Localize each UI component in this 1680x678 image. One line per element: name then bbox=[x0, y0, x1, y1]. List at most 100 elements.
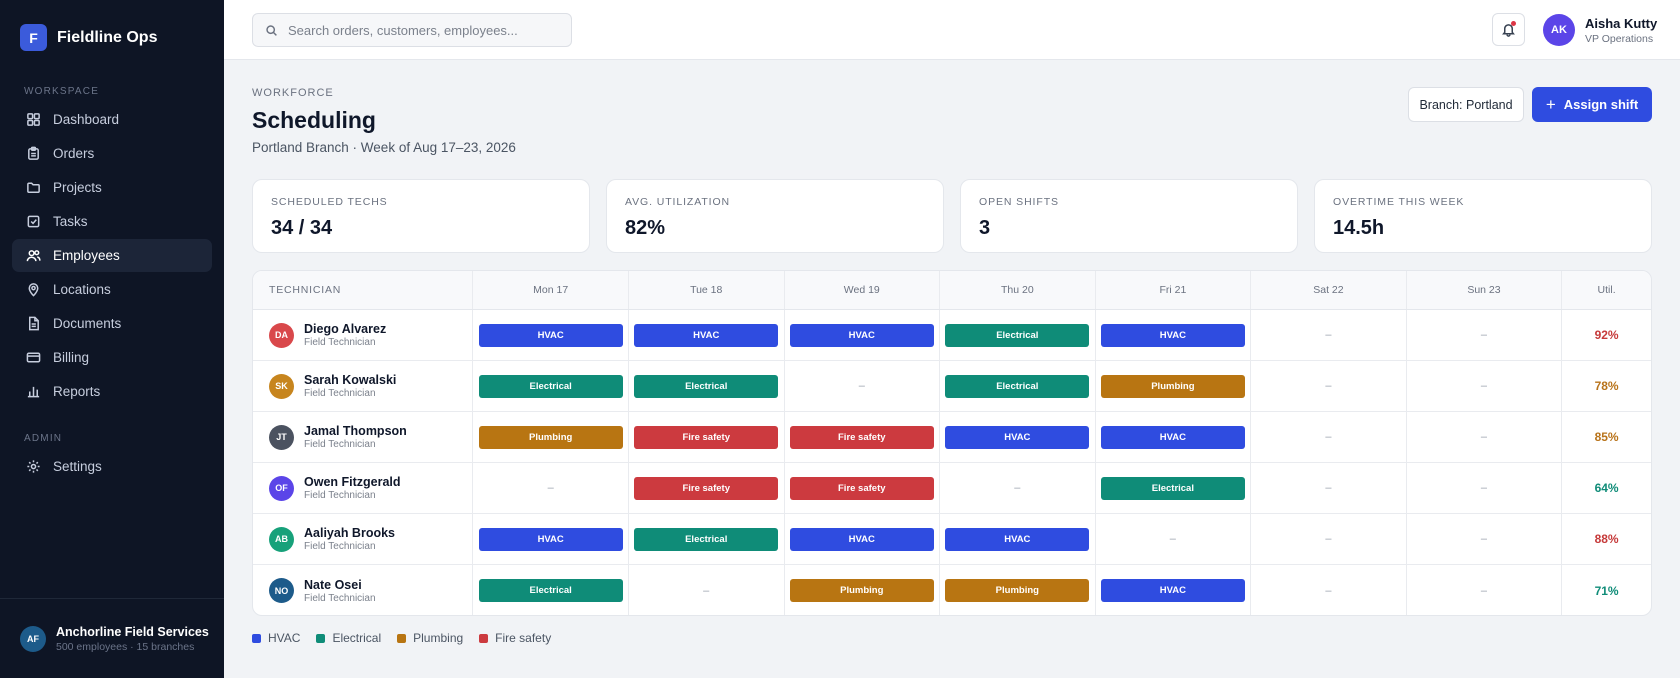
technician-cell[interactable]: OF Owen Fitzgerald Field Technician bbox=[253, 463, 474, 513]
technician-cell[interactable]: NO Nate Osei Field Technician bbox=[253, 565, 474, 615]
shift-chip-plumbing[interactable]: Plumbing bbox=[478, 425, 623, 449]
user-menu[interactable]: AK Aisha Kutty VP Operations bbox=[1543, 14, 1657, 46]
branch-select-button[interactable]: Branch: Portland bbox=[1408, 87, 1524, 122]
schedule-cell[interactable]: – bbox=[1251, 463, 1407, 513]
schedule-cell[interactable]: HVAC bbox=[473, 514, 629, 564]
schedule-cell[interactable]: – bbox=[1407, 463, 1563, 513]
column-header-technician: TECHNICIAN bbox=[253, 271, 474, 309]
schedule-cell[interactable]: HVAC bbox=[629, 310, 785, 360]
schedule-cell[interactable]: – bbox=[1407, 361, 1563, 411]
shift-chip-hvac[interactable]: HVAC bbox=[789, 323, 934, 347]
sidebar-item-documents[interactable]: Documents bbox=[12, 307, 212, 340]
schedule-cell[interactable]: Electrical bbox=[629, 514, 785, 564]
sidebar-item-employees[interactable]: Employees bbox=[12, 239, 212, 272]
sidebar-item-billing[interactable]: Billing bbox=[12, 341, 212, 374]
shift-chip-hvac[interactable]: HVAC bbox=[789, 527, 934, 551]
shift-chip-hvac[interactable]: HVAC bbox=[1100, 579, 1245, 602]
shift-chip-electrical[interactable]: Electrical bbox=[1100, 476, 1245, 500]
schedule-cell[interactable]: HVAC bbox=[1096, 310, 1252, 360]
shift-chip-electrical[interactable]: Electrical bbox=[478, 374, 623, 398]
shift-chip-fire-safety[interactable]: Fire safety bbox=[634, 425, 779, 449]
schedule-cell[interactable]: Electrical bbox=[473, 361, 629, 411]
schedule-cell[interactable]: – bbox=[1251, 310, 1407, 360]
technician-info: Owen Fitzgerald Field Technician bbox=[304, 475, 401, 501]
schedule-cell[interactable]: Fire safety bbox=[785, 463, 941, 513]
sidebar-item-reports[interactable]: Reports bbox=[12, 375, 212, 408]
schedule-cell[interactable]: – bbox=[940, 463, 1096, 513]
empty-shift: – bbox=[1325, 533, 1332, 545]
schedule-cell[interactable]: – bbox=[473, 463, 629, 513]
technician-cell[interactable]: JT Jamal Thompson Field Technician bbox=[253, 412, 474, 462]
brand-logo: F bbox=[20, 24, 47, 51]
shift-chip-fire-safety[interactable]: Fire safety bbox=[634, 476, 779, 500]
shift-chip-plumbing[interactable]: Plumbing bbox=[789, 579, 934, 602]
schedule-cell[interactable]: HVAC bbox=[940, 412, 1096, 462]
schedule-cell[interactable]: – bbox=[1251, 565, 1407, 615]
shift-chip-electrical[interactable]: Electrical bbox=[945, 323, 1090, 347]
schedule-cell[interactable]: Electrical bbox=[473, 565, 629, 615]
schedule-cell[interactable]: Fire safety bbox=[629, 412, 785, 462]
shift-chip-hvac[interactable]: HVAC bbox=[945, 425, 1090, 449]
utilization-cell: 88% bbox=[1562, 514, 1651, 564]
technician-cell[interactable]: AB Aaliyah Brooks Field Technician bbox=[253, 514, 474, 564]
schedule-cell[interactable]: Plumbing bbox=[940, 565, 1096, 615]
stat-card-utilization: AVG. UTILIZATION 82% bbox=[606, 179, 944, 253]
search-input[interactable] bbox=[288, 22, 558, 38]
shift-chip-electrical[interactable]: Electrical bbox=[634, 374, 779, 398]
sidebar-item-locations[interactable]: Locations bbox=[12, 273, 212, 306]
shift-chip-hvac[interactable]: HVAC bbox=[478, 323, 623, 347]
stat-card-open-shifts: OPEN SHIFTS 3 bbox=[960, 179, 1298, 253]
schedule-cell[interactable]: Plumbing bbox=[1096, 361, 1252, 411]
shift-chip-hvac[interactable]: HVAC bbox=[478, 527, 623, 551]
empty-shift: – bbox=[703, 584, 710, 597]
shift-chip-plumbing[interactable]: Plumbing bbox=[945, 579, 1090, 602]
schedule-cell[interactable]: Electrical bbox=[629, 361, 785, 411]
technician-cell[interactable]: SK Sarah Kowalski Field Technician bbox=[253, 361, 474, 411]
sidebar-item-dashboard[interactable]: Dashboard bbox=[12, 103, 212, 136]
schedule-cell[interactable]: Plumbing bbox=[785, 565, 941, 615]
schedule-cell[interactable]: HVAC bbox=[940, 514, 1096, 564]
org-switcher[interactable]: AF Anchorline Field Services 500 employe… bbox=[0, 598, 224, 678]
technician-role: Field Technician bbox=[304, 592, 376, 604]
brand[interactable]: F Fieldline Ops bbox=[20, 24, 157, 51]
schedule-cell[interactable]: HVAC bbox=[785, 310, 941, 360]
schedule-cell[interactable]: – bbox=[1407, 565, 1563, 615]
schedule-cell[interactable]: Electrical bbox=[1096, 463, 1252, 513]
schedule-cell[interactable]: HVAC bbox=[785, 514, 941, 564]
schedule-cell[interactable]: – bbox=[785, 361, 941, 411]
schedule-cell[interactable]: Plumbing bbox=[473, 412, 629, 462]
shift-chip-electrical[interactable]: Electrical bbox=[945, 374, 1090, 398]
schedule-cell[interactable]: Electrical bbox=[940, 361, 1096, 411]
shift-chip-electrical[interactable]: Electrical bbox=[478, 579, 623, 602]
schedule-cell[interactable]: HVAC bbox=[1096, 565, 1252, 615]
shift-chip-fire-safety[interactable]: Fire safety bbox=[789, 425, 934, 449]
shift-chip-plumbing[interactable]: Plumbing bbox=[1100, 374, 1245, 398]
schedule-cell[interactable]: – bbox=[1251, 361, 1407, 411]
schedule-cell[interactable]: Fire safety bbox=[629, 463, 785, 513]
schedule-cell[interactable]: – bbox=[1407, 412, 1563, 462]
sidebar-item-tasks[interactable]: Tasks bbox=[12, 205, 212, 238]
schedule-cell[interactable]: – bbox=[1407, 514, 1563, 564]
schedule-cell[interactable]: HVAC bbox=[473, 310, 629, 360]
schedule-cell[interactable]: HVAC bbox=[1096, 412, 1252, 462]
schedule-cell[interactable]: – bbox=[629, 565, 785, 615]
schedule-cell[interactable]: Fire safety bbox=[785, 412, 941, 462]
schedule-cell[interactable]: Electrical bbox=[940, 310, 1096, 360]
schedule-cell[interactable]: – bbox=[1251, 514, 1407, 564]
shift-chip-hvac[interactable]: HVAC bbox=[1100, 323, 1245, 347]
shift-chip-hvac[interactable]: HVAC bbox=[1100, 425, 1245, 449]
sidebar-item-projects[interactable]: Projects bbox=[12, 171, 212, 204]
shift-chip-electrical[interactable]: Electrical bbox=[634, 527, 779, 551]
shift-chip-hvac[interactable]: HVAC bbox=[945, 527, 1090, 551]
search-box[interactable] bbox=[252, 13, 572, 47]
shift-chip-fire-safety[interactable]: Fire safety bbox=[789, 476, 934, 500]
sidebar-item-orders[interactable]: Orders bbox=[12, 137, 212, 170]
notifications-button[interactable] bbox=[1492, 13, 1525, 46]
assign-shift-button[interactable]: + Assign shift bbox=[1532, 87, 1652, 122]
technician-cell[interactable]: DA Diego Alvarez Field Technician bbox=[253, 310, 474, 360]
schedule-cell[interactable]: – bbox=[1251, 412, 1407, 462]
sidebar-item-settings[interactable]: Settings bbox=[12, 450, 212, 483]
shift-chip-hvac[interactable]: HVAC bbox=[634, 323, 779, 347]
schedule-cell[interactable]: – bbox=[1407, 310, 1563, 360]
schedule-cell[interactable]: – bbox=[1096, 514, 1252, 564]
